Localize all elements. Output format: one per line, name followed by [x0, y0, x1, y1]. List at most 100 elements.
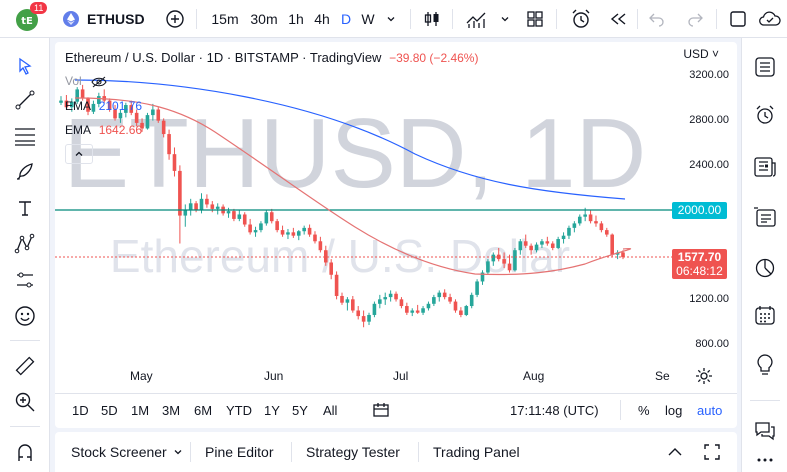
alerts-button[interactable] [750, 100, 780, 130]
candle-body [86, 98, 90, 112]
auto-scale-toggle[interactable]: auto [697, 403, 723, 418]
goto-date-button[interactable] [370, 399, 392, 421]
separator [291, 442, 292, 462]
interval-30m[interactable]: 30m [246, 0, 282, 38]
indicators-button[interactable] [462, 0, 492, 38]
clock-time[interactable]: 17:11:48 (UTC) [510, 403, 599, 418]
price-tick: 3200.00 [689, 69, 729, 81]
interval-label: D [340, 11, 352, 27]
candle-body [253, 230, 258, 233]
compare-add-button[interactable] [162, 0, 188, 38]
range-6m[interactable]: 6M [194, 403, 213, 418]
range-ytd[interactable]: YTD [226, 403, 252, 418]
price-chart[interactable]: ETHUSD, 1D Ethereum / U.S. Dollar [55, 42, 737, 428]
screener-dropdown[interactable] [171, 444, 185, 460]
time-tick: Jun [264, 369, 284, 383]
separator [190, 442, 191, 462]
candle-body [577, 216, 582, 224]
volume-label: Vol [65, 74, 82, 88]
watchlist-button[interactable] [750, 52, 780, 82]
rewind-icon [610, 13, 626, 25]
save-cloud-button[interactable] [756, 0, 784, 38]
range-1y[interactable]: 1Y [264, 403, 280, 418]
candle-body [167, 134, 171, 155]
pattern-tool[interactable] [10, 230, 40, 258]
collapse-legend-button[interactable] [65, 144, 93, 164]
candle-body [226, 211, 231, 214]
alarm-clock-icon [756, 105, 774, 124]
tab-stock-screener[interactable]: Stock Screener [71, 444, 167, 460]
chart-settings-button[interactable] [693, 366, 715, 386]
redo-button[interactable] [682, 0, 708, 38]
chevron-down-icon [174, 450, 182, 455]
chat-button[interactable] [750, 416, 780, 446]
interval-dropdown[interactable] [380, 0, 402, 38]
tab-strategy-tester[interactable]: Strategy Tester [306, 444, 400, 460]
news-button[interactable] [750, 152, 780, 182]
alarm-clock-icon [572, 9, 590, 28]
measure-tool[interactable] [10, 352, 40, 380]
undo-button[interactable] [644, 0, 670, 38]
maximize-panel-button[interactable] [700, 442, 724, 462]
range-1m[interactable]: 1M [131, 403, 150, 418]
eye-hidden-icon[interactable] [91, 76, 107, 88]
user-avatar[interactable]: tE 11 [10, 0, 48, 38]
candle-body [567, 227, 571, 236]
percent-scale-toggle[interactable]: % [638, 403, 650, 418]
candle-body [491, 254, 496, 262]
magnet-tool[interactable] [10, 438, 40, 466]
text-tool[interactable] [10, 194, 40, 222]
interval-1h[interactable]: 1h [284, 0, 308, 38]
data-window-button[interactable] [750, 253, 780, 283]
forecast-tool[interactable] [10, 266, 40, 294]
interval-w[interactable]: W [358, 0, 378, 38]
candle-body [286, 232, 290, 235]
interval-4h[interactable]: 4h [310, 0, 334, 38]
symbol-search[interactable]: ETHUSD [62, 0, 152, 38]
lightbulb-icon [757, 354, 773, 375]
legend-ema-long: EMA 2101.76 [65, 99, 142, 113]
separator [196, 9, 197, 29]
expand-panel-button[interactable] [663, 442, 687, 462]
top-toolbar: tE 11 ETHUSD 15m 30m 1h 4h D W [0, 0, 787, 38]
range-5d[interactable]: 5D [101, 403, 118, 418]
range-5y[interactable]: 5Y [292, 403, 308, 418]
trendline-tool[interactable] [10, 86, 40, 114]
tab-label: Pine Editor [205, 444, 274, 460]
legend-title: Ethereum / U.S. Dollar · 1D · BITSTAMP ·… [65, 50, 478, 65]
range-all[interactable]: All [323, 403, 338, 418]
candle-body [75, 89, 80, 102]
alert-button[interactable] [566, 0, 596, 38]
range-1d[interactable]: 1D [72, 403, 89, 418]
candle-body [399, 299, 404, 307]
fullscreen-button[interactable] [726, 0, 750, 38]
candle-body [124, 105, 128, 113]
help-button[interactable] [750, 458, 780, 472]
fib-tool[interactable] [10, 122, 40, 150]
tab-label: Strategy Tester [306, 444, 400, 460]
icons-tool[interactable] [10, 302, 40, 330]
cursor-tool[interactable] [10, 52, 40, 80]
tab-trading-panel[interactable]: Trading Panel [433, 444, 520, 460]
zoom-tool[interactable] [10, 388, 40, 416]
replay-button[interactable] [604, 0, 632, 38]
layouts-button[interactable] [522, 0, 548, 38]
time-tick: Se [655, 369, 670, 383]
time-tick: Aug [523, 369, 545, 383]
ideas-button[interactable] [750, 350, 780, 380]
interval-15m[interactable]: 15m [207, 0, 243, 38]
indicators-dropdown[interactable] [496, 0, 514, 38]
tab-pine-editor[interactable]: Pine Editor [205, 444, 273, 460]
ideas-stream-button[interactable] [750, 202, 780, 232]
log-scale-toggle[interactable]: log [665, 403, 683, 418]
chart-panel[interactable]: ETHUSD, 1D Ethereum / U.S. Dollar Ethere… [55, 42, 737, 428]
range-3m[interactable]: 3M [162, 403, 181, 418]
chart-type-button[interactable] [418, 0, 446, 38]
candle-body [237, 214, 242, 219]
brush-tool[interactable] [10, 158, 40, 186]
calendar-button[interactable] [750, 300, 780, 330]
interval-d[interactable]: D [336, 0, 356, 38]
candles [59, 84, 625, 328]
currency-selector[interactable]: USD ˅ [683, 47, 719, 61]
bar-countdown: 06:48:12 [676, 264, 723, 278]
